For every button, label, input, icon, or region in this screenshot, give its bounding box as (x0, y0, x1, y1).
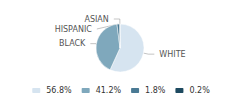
svg-text:BLACK: BLACK (59, 39, 86, 48)
svg-text:41.2%: 41.2% (96, 86, 122, 95)
svg-text:WHITE: WHITE (159, 50, 185, 59)
svg-text:ASIAN: ASIAN (84, 15, 108, 24)
svg-text:HISPANIC: HISPANIC (55, 25, 93, 34)
svg-text:56.8%: 56.8% (46, 86, 72, 95)
svg-text:0.2%: 0.2% (189, 86, 210, 95)
svg-text:1.8%: 1.8% (145, 86, 166, 95)
